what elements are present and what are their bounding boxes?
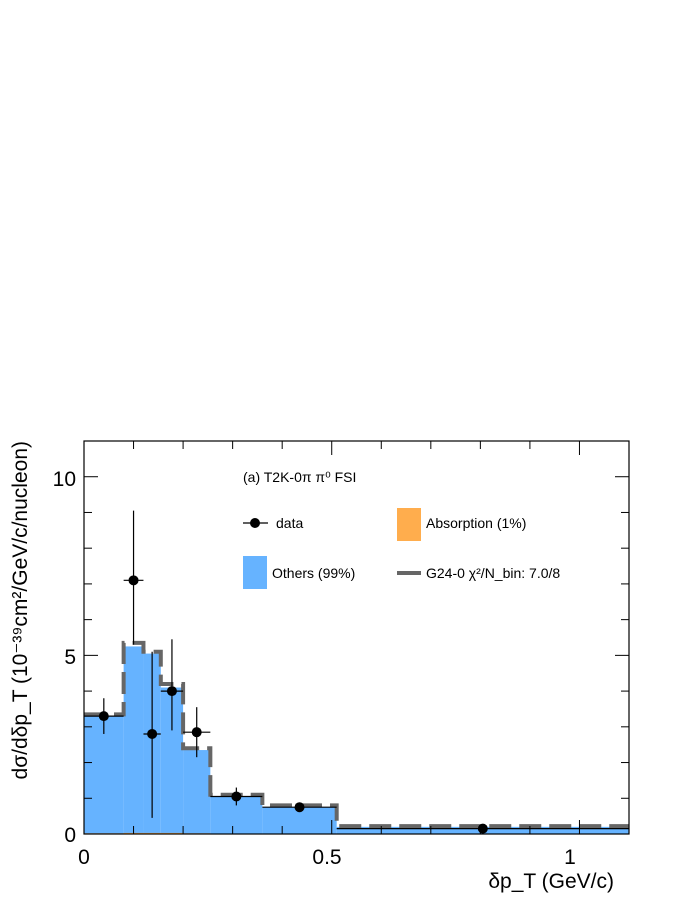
- ticks-layer: [83, 440, 630, 835]
- legend: data Absorption (1%) Others (99%) G24-0 …: [243, 508, 560, 589]
- chart-title: (a) T2K-0π π⁰ FSI: [243, 469, 356, 485]
- legend-data-marker: [250, 518, 260, 528]
- legend-entry-absorption: Absorption (1%): [397, 508, 526, 541]
- legend-label-model: G24-0 χ²/N_bin: 7.0/8: [426, 565, 560, 581]
- y-axis-title: dσ/dδp_T (10⁻³⁹cm²/GeV/c/nucleon): [9, 441, 32, 779]
- x-axis-title: δp_T (GeV/c): [488, 870, 614, 893]
- legend-entry-others: Others (99%): [243, 556, 355, 589]
- legend-entry-data: data: [243, 515, 303, 531]
- x-tick-label: 1: [564, 846, 576, 869]
- x-tick-label: 0: [78, 846, 90, 869]
- histogram-layer: [84, 640, 629, 834]
- x-tick-labels: 0 0.5 1: [78, 846, 576, 869]
- legend-swatch-others: [243, 556, 267, 589]
- data-point: [294, 802, 305, 813]
- y-tick-label: 0: [64, 824, 76, 847]
- plot-frame: [83, 440, 630, 835]
- legend-label-data: data: [276, 515, 303, 531]
- legend-label-others: Others (99%): [272, 565, 355, 581]
- y-tick-label: 5: [64, 646, 76, 669]
- data-points-layer: [84, 510, 629, 834]
- legend-label-absorption: Absorption (1%): [426, 515, 526, 531]
- histogram-bar: [183, 750, 211, 834]
- y-tick-label: 10: [53, 468, 76, 491]
- data-point: [98, 711, 109, 722]
- histogram-bar: [123, 646, 144, 834]
- x-tick-label: 0.5: [312, 846, 341, 869]
- data-point: [166, 686, 177, 697]
- legend-swatch-absorption: [397, 508, 421, 541]
- histogram-bar: [160, 687, 184, 834]
- data-point: [231, 791, 242, 802]
- data-point: [147, 728, 158, 739]
- data-point: [477, 823, 488, 834]
- histogram-bar: [84, 716, 124, 834]
- legend-entry-model: G24-0 χ²/N_bin: 7.0/8: [397, 565, 560, 581]
- y-tick-labels: 0 5 10: [53, 468, 76, 847]
- data-point: [191, 727, 202, 738]
- data-point: [128, 575, 139, 586]
